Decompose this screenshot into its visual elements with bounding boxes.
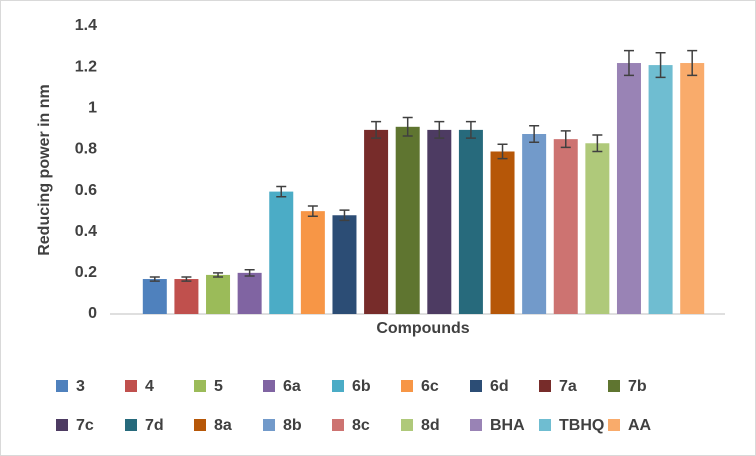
y-tick-label: 0.8 — [75, 141, 97, 158]
bar — [395, 126, 420, 314]
legend-swatch — [401, 380, 413, 392]
legend-label: 6d — [490, 378, 509, 395]
legend-label: TBHQ — [559, 417, 604, 434]
legend-label: 3 — [76, 378, 85, 395]
legend-swatch — [194, 419, 206, 431]
error-bar — [592, 134, 603, 153]
bar — [553, 139, 578, 314]
y-tick-label: 1.4 — [75, 17, 97, 34]
bar — [490, 151, 515, 314]
legend-swatch — [470, 380, 482, 392]
legend-swatch — [56, 380, 68, 392]
legend-label: 7b — [628, 378, 647, 395]
legend-label: 8c — [352, 417, 370, 434]
legend-swatch — [125, 419, 137, 431]
legend-label: 7a — [559, 378, 577, 395]
legend-swatch — [332, 380, 344, 392]
error-bar — [339, 209, 350, 222]
legend-label: BHA — [490, 417, 525, 434]
bar — [364, 129, 389, 314]
legend-swatch — [263, 419, 275, 431]
legend-swatch — [539, 380, 551, 392]
error-bar — [623, 49, 634, 77]
legend-swatch — [401, 419, 413, 431]
error-bar — [371, 120, 382, 139]
legend-swatch — [608, 380, 620, 392]
bar — [269, 191, 294, 314]
legend-label: AA — [628, 417, 652, 434]
bar — [237, 272, 262, 314]
bar — [427, 129, 452, 314]
y-tick-label: 0 — [88, 305, 97, 322]
legend-label: 6c — [421, 378, 439, 395]
legend-swatch — [263, 380, 275, 392]
error-bar — [181, 276, 192, 282]
legend-label: 8d — [421, 417, 440, 434]
x-axis-label: Compounds — [376, 320, 469, 337]
error-bar — [402, 116, 413, 137]
bar — [585, 143, 610, 314]
y-tick-label: 0.2 — [75, 264, 97, 281]
legend-label: 7c — [76, 417, 94, 434]
legend-swatch — [539, 419, 551, 431]
error-bar — [560, 130, 571, 149]
bar — [174, 279, 199, 314]
bar — [142, 279, 167, 314]
legend-label: 6b — [352, 378, 371, 395]
legend-swatch — [608, 419, 620, 431]
bar — [680, 63, 705, 315]
legend-label: 5 — [214, 378, 223, 395]
y-axis-label: Reducing power in nm — [36, 84, 53, 256]
error-bar — [687, 49, 698, 77]
bar — [616, 63, 641, 315]
legend-swatch — [125, 380, 137, 392]
error-bar — [276, 185, 287, 198]
error-bar — [244, 269, 255, 277]
bar — [332, 215, 357, 314]
legend-label: 4 — [145, 378, 154, 395]
y-tick-label: 1 — [88, 100, 97, 117]
error-bar — [529, 125, 540, 143]
error-bar — [434, 120, 445, 139]
error-bar — [655, 51, 666, 79]
bar — [300, 211, 325, 314]
legend-swatch — [470, 419, 482, 431]
bar — [458, 129, 483, 314]
legend-swatch — [332, 419, 344, 431]
error-bar — [497, 143, 508, 160]
error-bar — [213, 272, 224, 278]
error-bar — [149, 276, 160, 282]
bar — [522, 134, 547, 314]
bar — [206, 274, 231, 314]
legend-swatch — [56, 419, 68, 431]
legend-label: 8b — [283, 417, 302, 434]
bar — [648, 65, 673, 314]
legend-label: 6a — [283, 378, 301, 395]
legend-label: 7d — [145, 417, 164, 434]
legend-swatch — [194, 380, 206, 392]
legend-label: 8a — [214, 417, 232, 434]
error-bar — [465, 120, 476, 139]
y-tick-label: 0.4 — [75, 223, 97, 240]
y-tick-label: 0.6 — [75, 182, 97, 199]
y-tick-label: 1.2 — [75, 58, 97, 75]
error-bar — [307, 205, 318, 218]
